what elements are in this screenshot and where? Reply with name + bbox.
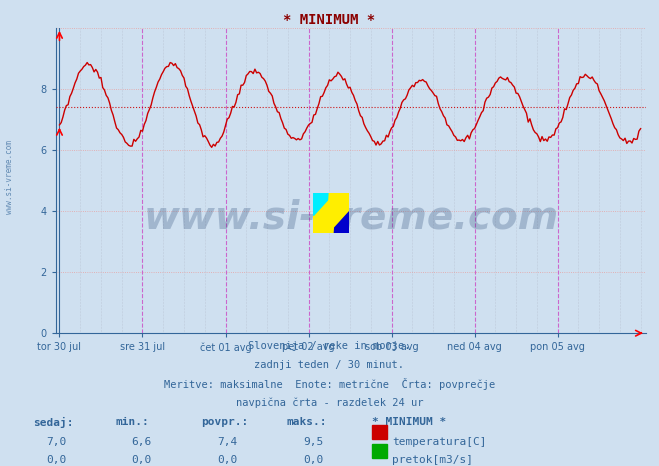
Text: * MINIMUM *: * MINIMUM * (283, 13, 376, 27)
Text: www.si-vreme.com: www.si-vreme.com (143, 198, 559, 236)
Polygon shape (327, 193, 335, 233)
Text: 0,0: 0,0 (217, 455, 237, 465)
Text: 0,0: 0,0 (132, 455, 152, 465)
Text: www.si-vreme.com: www.si-vreme.com (5, 140, 14, 214)
Polygon shape (313, 193, 333, 215)
Text: 9,5: 9,5 (303, 437, 323, 446)
Text: maks.:: maks.: (287, 417, 327, 427)
Text: navpična črta - razdelek 24 ur: navpična črta - razdelek 24 ur (236, 397, 423, 408)
Text: 6,6: 6,6 (132, 437, 152, 446)
Polygon shape (330, 211, 349, 233)
Text: povpr.:: povpr.: (201, 417, 248, 427)
Text: 7,0: 7,0 (46, 437, 66, 446)
Text: 0,0: 0,0 (46, 455, 66, 465)
Text: min.:: min.: (115, 417, 149, 427)
Text: pretok[m3/s]: pretok[m3/s] (392, 455, 473, 465)
Text: Meritve: maksimalne  Enote: metrične  Črta: povprečje: Meritve: maksimalne Enote: metrične Črta… (164, 378, 495, 391)
Text: temperatura[C]: temperatura[C] (392, 437, 486, 446)
Text: sedaj:: sedaj: (33, 417, 73, 428)
Text: 7,4: 7,4 (217, 437, 237, 446)
Text: 0,0: 0,0 (303, 455, 323, 465)
Text: zadnji teden / 30 minut.: zadnji teden / 30 minut. (254, 360, 405, 370)
Text: Slovenija / reke in morje.: Slovenija / reke in morje. (248, 341, 411, 351)
Text: * MINIMUM *: * MINIMUM * (372, 417, 447, 427)
